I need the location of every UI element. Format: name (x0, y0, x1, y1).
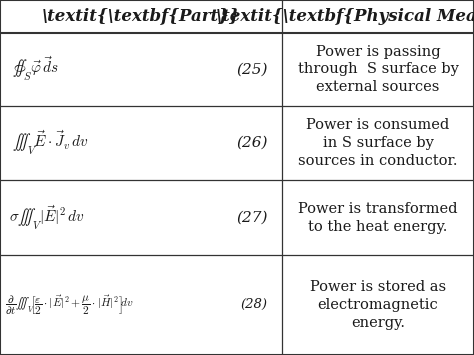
Text: (26): (26) (237, 136, 268, 150)
Text: Power is passing
through  S surface by
external sources: Power is passing through S surface by ex… (298, 44, 458, 94)
Text: (27): (27) (237, 211, 268, 225)
Text: (25): (25) (237, 62, 268, 76)
Text: Power is consumed
in S surface by
sources in conductor.: Power is consumed in S surface by source… (298, 118, 458, 168)
Text: Power is stored as
electromagnetic
energy.: Power is stored as electromagnetic energ… (310, 280, 446, 330)
Text: \textit{\textbf{Physical Meaning}}: \textit{\textbf{Physical Meaning}} (216, 8, 474, 25)
Text: (28): (28) (241, 299, 268, 311)
Text: $\iiint_V \vec{E}\cdot\vec{J}_v\,dv$: $\iiint_V \vec{E}\cdot\vec{J}_v\,dv$ (12, 129, 89, 157)
Text: \textit{\textbf{Part}}: \textit{\textbf{Part}} (42, 8, 240, 25)
Text: $\sigma\iiint_V |\vec{E}|^2\,dv$: $\sigma\iiint_V |\vec{E}|^2\,dv$ (9, 204, 84, 231)
Text: $\dfrac{\partial}{\partial t}\iiint_V\!\left[\dfrac{\varepsilon}{2}\cdot|\vec{E}: $\dfrac{\partial}{\partial t}\iiint_V\!\… (5, 293, 134, 317)
Text: Power is transformed
to the heat energy.: Power is transformed to the heat energy. (298, 202, 458, 234)
Text: $\oiint_S \vec{\varphi}\,\vec{d}s$: $\oiint_S \vec{\varphi}\,\vec{d}s$ (12, 55, 59, 83)
